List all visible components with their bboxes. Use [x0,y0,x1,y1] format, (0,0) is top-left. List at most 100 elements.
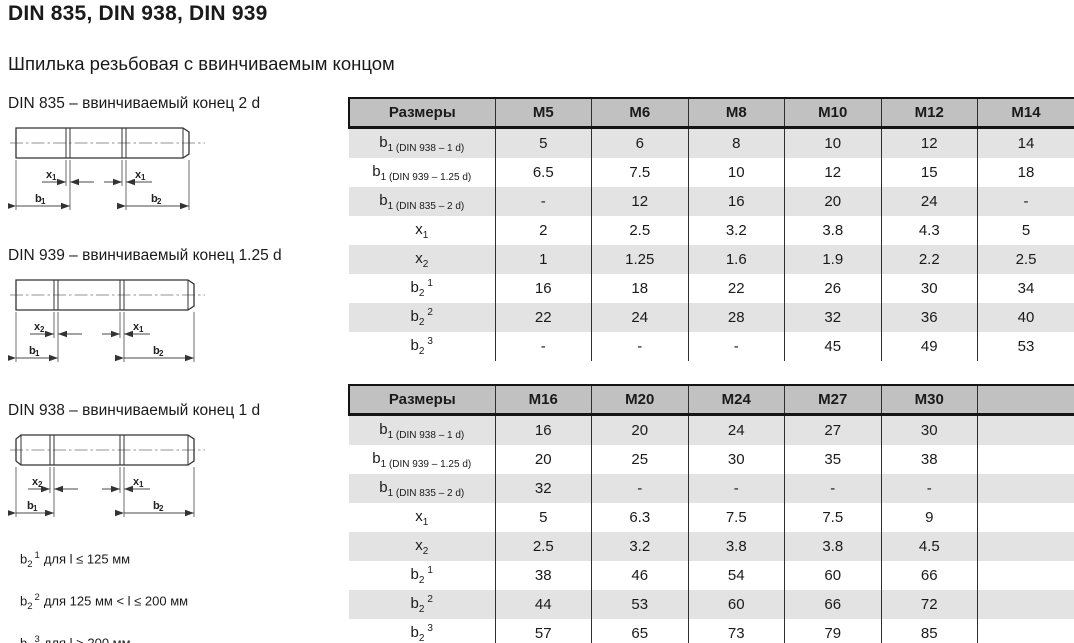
dim-label-b1: b [35,193,42,205]
row-label: b1 (DIN 835 – 2 d) [349,474,496,503]
table-row: b1 (DIN 835 – 2 d) -12 16 20 24- [349,187,1074,216]
value-cell: 30 [881,274,978,303]
value-cell: 27 [784,414,882,445]
row-label: b23 [349,332,496,361]
row-label: b23 [349,619,496,643]
value-cell: 53 [977,332,1074,361]
value-cell: 35 [784,445,882,474]
row-label: b1 (DIN 938 – 1 d) [349,127,496,158]
value-cell: 34 [977,274,1074,303]
figure-din938-label: DIN 938 – ввинчиваемый конец 1 d [8,402,261,419]
table-row: x1 5 6.3 7.5 7.5 9 [349,503,1074,532]
value-cell: 49 [881,332,978,361]
figure-din939-label: DIN 939 – ввинчиваемый конец 1.25 d [8,247,282,264]
tables-container: Размеры M5 M6 M8 M10 M12 M14 b1 (DIN 938 – 1 d)… [348,97,1074,643]
row-label: b22 [349,303,496,332]
table-row: b1 (DIN 939 – 1.25 d) 6.5 7.5 10 12 15 18 [349,158,1074,187]
row-label: x2 [349,245,496,274]
stud-drawing-din939: x 2 x 1 b 1 b 2 [8,279,205,362]
value-cell: 2.2 [881,245,978,274]
row-label: b22 [349,590,496,619]
header-row: Размеры M5 M6 M8 M10 M12 M14 [348,97,1074,129]
value-cell: 18 [591,274,689,303]
col-header-m5: M5 [495,97,592,129]
dim-label-b1-sub: 1 [41,197,46,206]
dim-label-x-right-sub: 1 [139,480,144,489]
value-cell: 5 [977,216,1074,245]
value-cell: 54 [688,561,785,590]
dim-label-b2-sub: 2 [159,504,164,513]
col-header-m20: M20 [591,384,689,416]
footnote-line: b23для l > 200 мм [20,633,131,643]
row-label: b21 [349,274,496,303]
col-header-m12: M12 [881,97,978,129]
value-cell: 18 [977,158,1074,187]
footnotes: b21 для l ≤ 125 мм b22 для 125 мм < l ≤ 200… [20,550,188,643]
value-cell: 3.2 [688,216,785,245]
value-cell: 16 [688,187,785,216]
value-cell [977,503,1074,532]
value-cell: 10 [784,127,882,158]
dim-label-b1: b [27,500,34,512]
value-cell: 25 [591,445,689,474]
figure-din939: DIN 939 – ввинчиваемый конец 1.25 d [8,247,338,366]
col-header-m14: M14 [977,97,1074,129]
value-cell: 20 [495,445,592,474]
value-cell: 60 [784,561,882,590]
value-cell [977,619,1074,643]
value-cell: 5 [495,503,592,532]
value-cell: 44 [495,590,592,619]
dim-label-b2: b [153,500,160,512]
dim-label-x-left: x [46,169,53,181]
row-label: x1 [349,503,496,532]
dim-label-b2: b [153,345,160,357]
row-label: b1 (DIN 939 – 1.25 d) [349,158,496,187]
dim-label-b1-sub: 1 [33,504,38,513]
value-cell [977,590,1074,619]
col-header-m24: M24 [688,384,785,416]
value-cell: 3.8 [784,532,882,561]
table-row: b21 16 18 22 26 30 34 [349,274,1074,303]
dim-label-x-left: x [34,321,41,333]
header-row: Размеры M16 M20 M24 M27 M30 [348,384,1074,416]
value-cell: 30 [688,445,785,474]
value-cell: 26 [784,274,882,303]
dim-label-x-right-sub: 1 [139,325,144,334]
value-cell: 57 [495,619,592,643]
col-header-sizes: Размеры [348,384,496,416]
dim-label-b1: b [29,345,36,357]
table-row: b23 57 65 73 79 85 [349,619,1074,643]
value-cell: 20 [784,187,882,216]
value-cell: 6 [591,127,689,158]
value-cell: 7.5 [591,158,689,187]
col-header-empty [977,384,1074,416]
value-cell: 16 [495,414,592,445]
value-cell: 32 [495,474,592,503]
dim-label-x-right: x [133,321,140,333]
row-label: b21 [349,561,496,590]
value-cell: - [784,474,882,503]
value-cell [977,532,1074,561]
row-label: b1 (DIN 835 – 2 d) [349,187,496,216]
value-cell: 79 [784,619,882,643]
value-cell: - [881,474,978,503]
dim-label-x-right: x [135,169,142,181]
table-row: b22 44 53 60 66 72 [349,590,1074,619]
col-header-sizes: Размеры [348,97,496,129]
value-cell: 7.5 [784,503,882,532]
value-cell: - [495,187,592,216]
value-cell [977,445,1074,474]
value-cell: 3.8 [688,532,785,561]
dim-label-x-right-sub: 1 [141,173,146,182]
dim-label-b2-sub: 2 [157,197,162,206]
table-row: x2 2.5 3.2 3.8 3.8 4.5 [349,532,1074,561]
value-cell: 2.5 [495,532,592,561]
page-subtitle: Шпилька резьбовая с ввинчиваемым концом [8,53,395,74]
value-cell: 22 [688,274,785,303]
value-cell: 30 [881,414,978,445]
col-header-m10: M10 [784,97,882,129]
col-header-m27: M27 [784,384,882,416]
value-cell: 53 [591,590,689,619]
value-cell: 32 [784,303,882,332]
dim-label-b2: b [151,193,158,205]
